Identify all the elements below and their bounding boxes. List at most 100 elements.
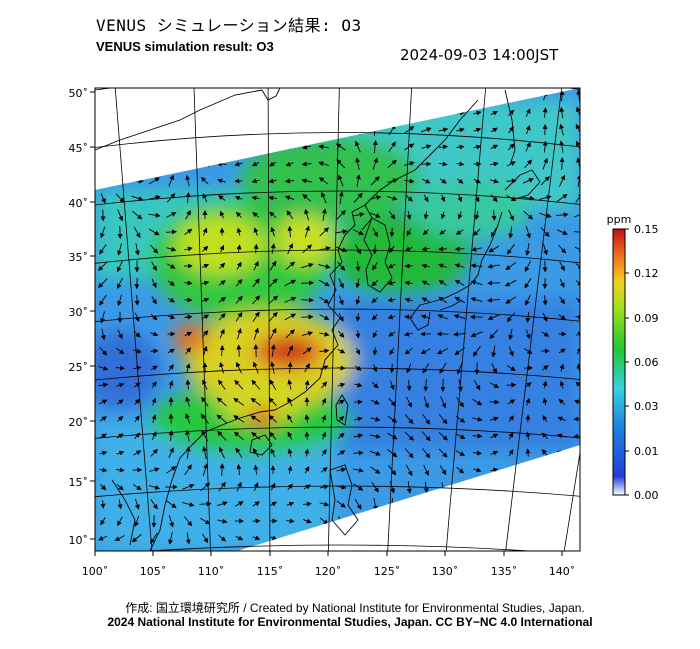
- wind-arrow: [252, 278, 260, 288]
- wind-arrow: [472, 345, 481, 357]
- wind-arrow: [438, 414, 448, 425]
- wind-arrow: [151, 397, 157, 406]
- wind-arrow: [421, 246, 430, 252]
- wind-arrow: [352, 229, 364, 235]
- x-tick-label: 105˚: [140, 565, 167, 578]
- wind-arrow: [117, 516, 123, 527]
- wind-arrow: [252, 161, 260, 167]
- wind-arrow: [472, 398, 483, 406]
- wind-arrow: [423, 481, 429, 494]
- wind-arrow: [98, 261, 108, 272]
- wind-arrow: [490, 144, 499, 150]
- wind-arrow: [202, 362, 208, 373]
- wind-arrow: [218, 296, 226, 303]
- wind-arrow: [201, 430, 209, 442]
- plot-frame: [94, 87, 581, 552]
- wind-arrow: [574, 212, 580, 218]
- wind-arrow: [370, 399, 380, 405]
- wind-arrow: [117, 294, 123, 307]
- wind-arrow: [404, 178, 415, 184]
- wind-arrow: [202, 446, 208, 459]
- wind-arrow: [116, 467, 125, 473]
- wind-arrow: [508, 109, 515, 116]
- wind-arrow: [576, 89, 580, 102]
- wind-arrow: [371, 381, 379, 389]
- wind-arrow: [558, 348, 566, 354]
- wind-arrow: [268, 195, 277, 201]
- wind-arrow: [406, 481, 412, 494]
- wind-arrow: [201, 396, 209, 407]
- wind-arrow: [420, 348, 431, 354]
- wind-arrow: [201, 297, 210, 303]
- wind-arrow: [270, 226, 276, 237]
- wind-arrow: [575, 331, 580, 337]
- wind-arrow: [421, 127, 432, 133]
- wind-arrow: [508, 449, 514, 457]
- wind-arrow: [354, 365, 362, 371]
- wind-arrow: [337, 450, 346, 456]
- wind-arrow: [456, 178, 464, 184]
- wind-arrow: [355, 278, 361, 289]
- wind-arrow: [474, 194, 480, 203]
- y-tick-label: 30˚: [69, 306, 89, 319]
- wind-arrow: [490, 127, 498, 133]
- wind-arrow: [200, 177, 209, 185]
- wind-arrow: [319, 227, 330, 237]
- wind-arrow: [354, 244, 362, 255]
- title-english: VENUS simulation result: O3: [96, 39, 274, 54]
- wind-arrow: [337, 330, 345, 338]
- wind-arrow: [321, 449, 327, 457]
- wind-arrow: [287, 414, 293, 423]
- wind-arrow: [235, 361, 242, 374]
- wind-arrow: [508, 415, 514, 423]
- wind-arrow: [270, 448, 276, 457]
- wind-arrow: [301, 263, 314, 269]
- colorbar-tick: 0.03: [634, 400, 659, 413]
- coastlines: [95, 88, 541, 551]
- x-tick-label: 100˚: [82, 565, 109, 578]
- wind-arrow: [133, 226, 141, 239]
- wind-arrow: [251, 379, 261, 390]
- wind-arrow: [150, 348, 159, 354]
- wind-arrow: [302, 244, 313, 254]
- wind-arrow: [149, 467, 160, 473]
- wind-arrow: [404, 161, 415, 167]
- wind-arrow: [252, 501, 261, 507]
- wind-arrow: [353, 416, 363, 422]
- wind-arrow: [150, 448, 158, 457]
- wind-arrow: [287, 448, 293, 457]
- wind-arrow: [304, 208, 310, 221]
- wind-arrow: [320, 365, 329, 371]
- wind-arrow: [439, 161, 448, 167]
- wind-arrow: [133, 382, 141, 388]
- wind-arrow: [252, 361, 259, 374]
- y-tick-label: 20˚: [69, 416, 89, 429]
- wind-arrow: [302, 518, 312, 524]
- wind-arrow: [355, 157, 361, 170]
- wind-arrow: [389, 481, 395, 494]
- colorbar-tick: 0.09: [634, 312, 659, 325]
- y-tick-label: 50˚: [69, 87, 89, 100]
- wind-arrow: [574, 246, 580, 252]
- wind-arrow: [336, 484, 347, 490]
- wind-arrow: [133, 348, 142, 354]
- wind-arrow: [372, 347, 378, 356]
- wind-arrow: [404, 126, 415, 134]
- wind-arrow: [542, 295, 548, 306]
- wind-arrow: [541, 365, 549, 371]
- wind-arrow: [235, 535, 244, 541]
- wind-arrow: [284, 178, 295, 184]
- wind-arrow: [338, 312, 344, 322]
- wind-arrow: [456, 397, 464, 408]
- credit-line-license: 2024 National Institute for Environmenta…: [107, 615, 593, 629]
- wind-arrow: [440, 194, 446, 203]
- wind-arrow: [319, 348, 330, 354]
- wind-arrow: [218, 534, 227, 542]
- wind-arrow: [472, 450, 483, 456]
- wind-arrow: [269, 501, 277, 507]
- wind-arrow: [455, 450, 466, 456]
- wind-arrow: [576, 363, 580, 372]
- wind-arrow: [134, 312, 140, 323]
- x-tick-label: 140˚: [549, 565, 576, 578]
- wind-arrow: [151, 414, 157, 423]
